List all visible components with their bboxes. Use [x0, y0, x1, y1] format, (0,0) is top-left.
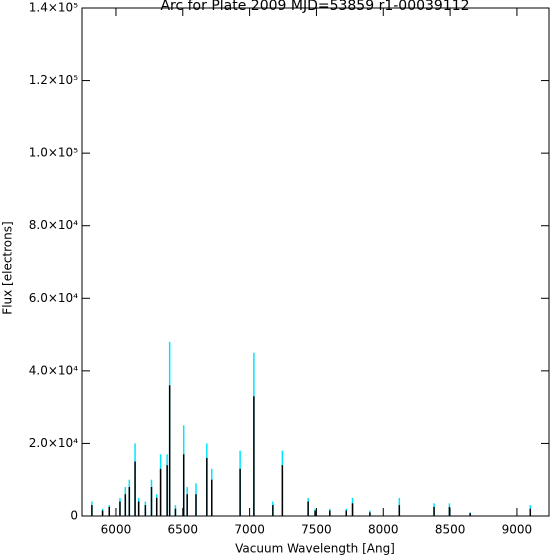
x-tick-label: 6500 [168, 523, 199, 537]
y-tick-label: 8.0×10⁴ [29, 218, 78, 232]
y-tick-label: 4.0×10⁴ [29, 363, 78, 377]
chart-title: Arc for Plate 2009 MJD=53859 r1-00039112 [160, 0, 469, 14]
x-tick-label: 9000 [502, 523, 533, 537]
y-tick-label: 0 [70, 509, 78, 523]
y-axis-label: Flux [electrons] [1, 221, 15, 314]
x-tick-label: 8500 [435, 523, 466, 537]
x-tick-label: 7000 [234, 523, 265, 537]
y-tick-label: 1.0×10⁵ [29, 146, 78, 160]
y-tick-label: 1.2×10⁵ [29, 73, 78, 87]
y-tick-label: 6.0×10⁴ [29, 291, 78, 305]
y-tick-label: 2.0×10⁴ [29, 436, 78, 450]
y-tick-label: 1.4×10⁵ [29, 1, 78, 15]
x-axis-label: Vacuum Wavelength [Ang] [235, 542, 395, 556]
x-tick-label: 8000 [368, 523, 399, 537]
x-tick-label: 7500 [301, 523, 332, 537]
x-tick-label: 6000 [101, 523, 132, 537]
